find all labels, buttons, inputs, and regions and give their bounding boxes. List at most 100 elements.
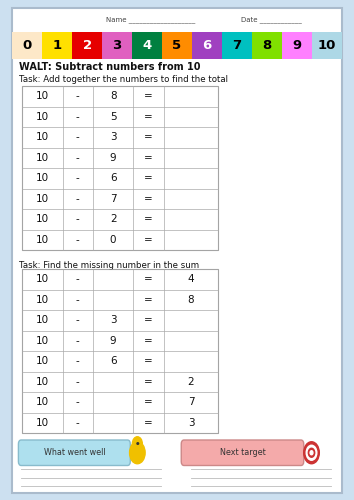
Text: 10: 10 [36,295,49,305]
Circle shape [308,448,315,458]
Text: -: - [76,356,80,366]
Bar [132,32,162,58]
Bar [22,269,218,433]
Text: =: = [144,235,153,244]
Text: 10: 10 [36,132,49,142]
Text: =: = [144,274,153,284]
Text: -: - [76,132,80,142]
Text: =: = [144,153,153,163]
Text: 10: 10 [36,418,49,428]
Bar [72,32,102,58]
Text: 10: 10 [318,39,336,52]
Text: =: = [144,112,153,122]
Bar [252,32,282,58]
Text: 7: 7 [232,39,241,52]
Text: 10: 10 [36,398,49,407]
Text: 10: 10 [36,112,49,122]
Text: 10: 10 [36,356,49,366]
Text: -: - [76,316,80,326]
Text: -: - [76,398,80,407]
Text: Date ____________: Date ____________ [241,16,302,22]
Bar [192,32,222,58]
Text: =: = [144,91,153,101]
Text: -: - [76,336,80,346]
Text: =: = [144,398,153,407]
Text: 5: 5 [110,112,116,122]
Text: 10: 10 [36,316,49,326]
Text: 7: 7 [188,398,194,407]
FancyBboxPatch shape [18,440,130,466]
Text: =: = [144,214,153,224]
FancyBboxPatch shape [181,440,304,466]
Text: 3: 3 [110,316,116,326]
Text: 9: 9 [110,153,116,163]
Text: =: = [144,356,153,366]
Circle shape [310,451,313,455]
Text: 10: 10 [36,274,49,284]
Text: =: = [144,174,153,183]
Text: =: = [144,295,153,305]
Text: 10: 10 [36,235,49,244]
Text: 10: 10 [36,214,49,224]
Circle shape [130,442,145,464]
Text: =: = [144,377,153,387]
Bar [222,32,252,58]
Text: Task: Add together the numbers to find the total: Task: Add together the numbers to find t… [19,75,228,84]
Text: 10: 10 [36,91,49,101]
Text: =: = [144,418,153,428]
Text: -: - [76,295,80,305]
Text: 9: 9 [292,39,301,52]
Bar [312,32,342,58]
Bar [282,32,312,58]
Bar [42,32,72,58]
Text: 3: 3 [110,132,116,142]
Text: 10: 10 [36,377,49,387]
Text: =: = [144,316,153,326]
Circle shape [304,442,319,464]
Text: -: - [76,418,80,428]
Text: 8: 8 [262,39,272,52]
Text: -: - [76,214,80,224]
Text: Name ___________________: Name ___________________ [106,16,195,22]
Text: ●: ● [136,442,139,446]
Text: What went well: What went well [44,448,105,458]
Text: 0: 0 [23,39,32,52]
Text: 10: 10 [36,194,49,204]
Text: Next target: Next target [219,448,266,458]
Text: 3: 3 [113,39,122,52]
FancyBboxPatch shape [12,8,342,492]
Text: 10: 10 [36,336,49,346]
Circle shape [132,437,142,451]
Text: -: - [76,174,80,183]
Text: 8: 8 [110,91,116,101]
Text: 4: 4 [188,274,194,284]
Text: -: - [76,153,80,163]
Bar [12,32,42,58]
Circle shape [306,446,317,460]
Text: -: - [76,274,80,284]
Text: -: - [76,91,80,101]
Text: -: - [76,377,80,387]
Text: 2: 2 [82,39,92,52]
Text: 10: 10 [36,174,49,183]
Text: 4: 4 [142,39,152,52]
Bar [162,32,192,58]
Text: =: = [144,194,153,204]
Text: 9: 9 [110,336,116,346]
Text: =: = [144,336,153,346]
Text: =: = [144,132,153,142]
Text: 2: 2 [110,214,116,224]
Text: 8: 8 [188,295,194,305]
Text: 7: 7 [110,194,116,204]
Text: WALT: Subtract numbers from 10: WALT: Subtract numbers from 10 [19,62,201,72]
Bar [102,32,132,58]
Text: -: - [76,235,80,244]
Text: Task: Find the missing number in the sum: Task: Find the missing number in the sum [19,261,200,270]
Text: -: - [76,112,80,122]
Text: 3: 3 [188,418,194,428]
Text: 5: 5 [172,39,182,52]
Text: 0: 0 [110,235,116,244]
Text: 6: 6 [202,39,212,52]
Text: 6: 6 [110,356,116,366]
Text: -: - [76,194,80,204]
